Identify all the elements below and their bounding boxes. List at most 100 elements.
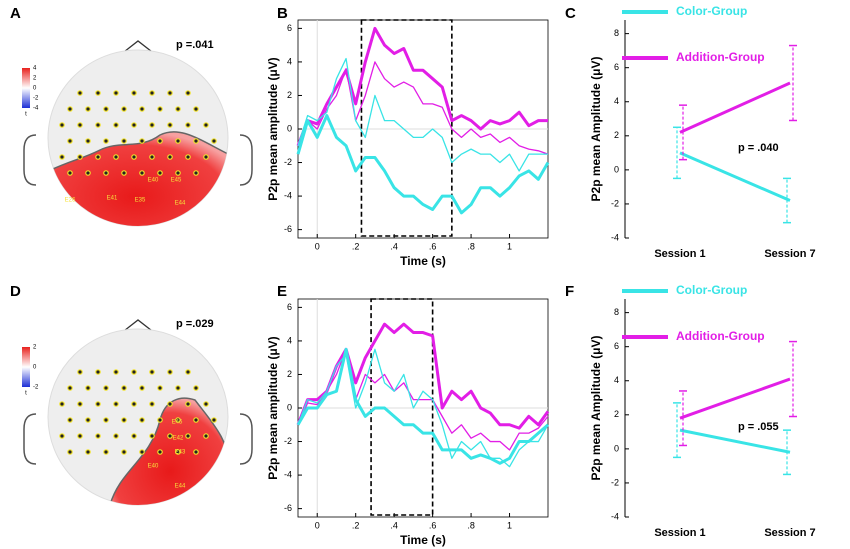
colorbar-tick-label: -2 [33, 96, 39, 102]
electrode [103, 138, 109, 144]
y-tick-label: 2 [287, 369, 292, 379]
series-line [679, 428, 791, 454]
y-tick-label: 2 [614, 409, 619, 419]
electrode [59, 401, 65, 407]
panel-letter: C [565, 5, 576, 22]
electrode [77, 401, 83, 407]
x-tick-label: 1 [507, 241, 512, 251]
series-line [296, 322, 550, 430]
electrode [185, 90, 191, 96]
y-tick-label: -6 [284, 503, 292, 513]
y-tick-label: -6 [284, 224, 292, 234]
electrode [103, 106, 109, 112]
electrode [67, 138, 73, 144]
electrode [131, 401, 137, 407]
electrode-label: E43 [175, 450, 186, 456]
series-line [297, 348, 549, 451]
electrode [113, 90, 119, 96]
y-tick-label: 0 [614, 443, 619, 453]
electrode-label: E42 [173, 436, 184, 442]
analysis-window [370, 298, 434, 516]
electrode [185, 154, 191, 160]
electrode [167, 369, 173, 375]
electrode [77, 90, 83, 96]
electrode [149, 90, 155, 96]
x-tick-label: .2 [352, 520, 360, 530]
electrode [185, 369, 191, 375]
electrode [77, 122, 83, 128]
electrode [121, 417, 127, 423]
electrode [193, 170, 199, 176]
panel-letter: E [277, 283, 287, 300]
x-tick-label: 0 [315, 241, 320, 251]
electrode [203, 154, 209, 160]
series-line [679, 377, 791, 420]
legend-label: Addition-Group [676, 329, 765, 343]
electrode [85, 417, 91, 423]
electrode [67, 106, 73, 112]
electrode [77, 154, 83, 160]
electrode-label: E44 [175, 201, 186, 207]
electrode [167, 122, 173, 128]
electrode [67, 170, 73, 176]
series-line [297, 57, 548, 172]
electrode [193, 385, 199, 391]
electrode [175, 417, 181, 423]
annotation: p = .055 [738, 421, 779, 433]
electrode [203, 401, 209, 407]
electrode [131, 122, 137, 128]
electrode [139, 449, 145, 455]
analysis-window [360, 19, 453, 237]
electrode [131, 154, 137, 160]
panel-letter: F [565, 283, 574, 300]
electrode [95, 90, 101, 96]
colorbar-tick-label: 4 [33, 66, 37, 72]
x-tick-label: .6 [429, 520, 437, 530]
electrode-label: E26 [65, 198, 76, 204]
y-tick-label: 2 [614, 130, 619, 140]
panel-letter: D [10, 283, 21, 300]
electrode [211, 138, 217, 144]
electrode [59, 122, 65, 128]
series-line [297, 61, 549, 155]
electrode [193, 449, 199, 455]
y-tick-label: 4 [614, 375, 619, 385]
electrode [103, 449, 109, 455]
panel-letter: A [10, 5, 21, 22]
series-line [296, 114, 550, 215]
x-tick-label: .8 [467, 520, 475, 530]
y-axis-label: P2p mean amplitude (μV) [266, 336, 280, 479]
electrode [67, 385, 73, 391]
electrode [167, 90, 173, 96]
electrode [59, 154, 65, 160]
y-tick-label: -4 [611, 232, 619, 242]
electrode [85, 170, 91, 176]
x-tick-label: 1 [507, 520, 512, 530]
electrode [67, 449, 73, 455]
electrode [113, 433, 119, 439]
electrode-label: E35 [135, 198, 146, 204]
colorbar [22, 68, 30, 108]
electrode [131, 369, 137, 375]
p-value: p =.029 [176, 318, 214, 330]
x-tick-label: .6 [429, 241, 437, 251]
colorbar-tick-label: 0 [33, 365, 37, 371]
y-tick-label: -4 [284, 190, 292, 200]
right-ear [239, 413, 253, 465]
electrode [131, 90, 137, 96]
electrode [121, 138, 127, 144]
electrode [113, 401, 119, 407]
electrode [139, 417, 145, 423]
y-tick-label: 4 [287, 56, 292, 66]
series-line [297, 348, 549, 468]
colorbar-tick-label: -2 [33, 385, 39, 391]
legend-label: Addition-Group [676, 50, 765, 64]
electrode-label: E40 [148, 464, 159, 470]
electrode [167, 401, 173, 407]
electrode-label: E45 [171, 178, 182, 184]
x-tick-label: Session 1 [654, 527, 705, 539]
electrode [185, 122, 191, 128]
electrode-label: E40 [148, 178, 159, 184]
electrode [95, 369, 101, 375]
